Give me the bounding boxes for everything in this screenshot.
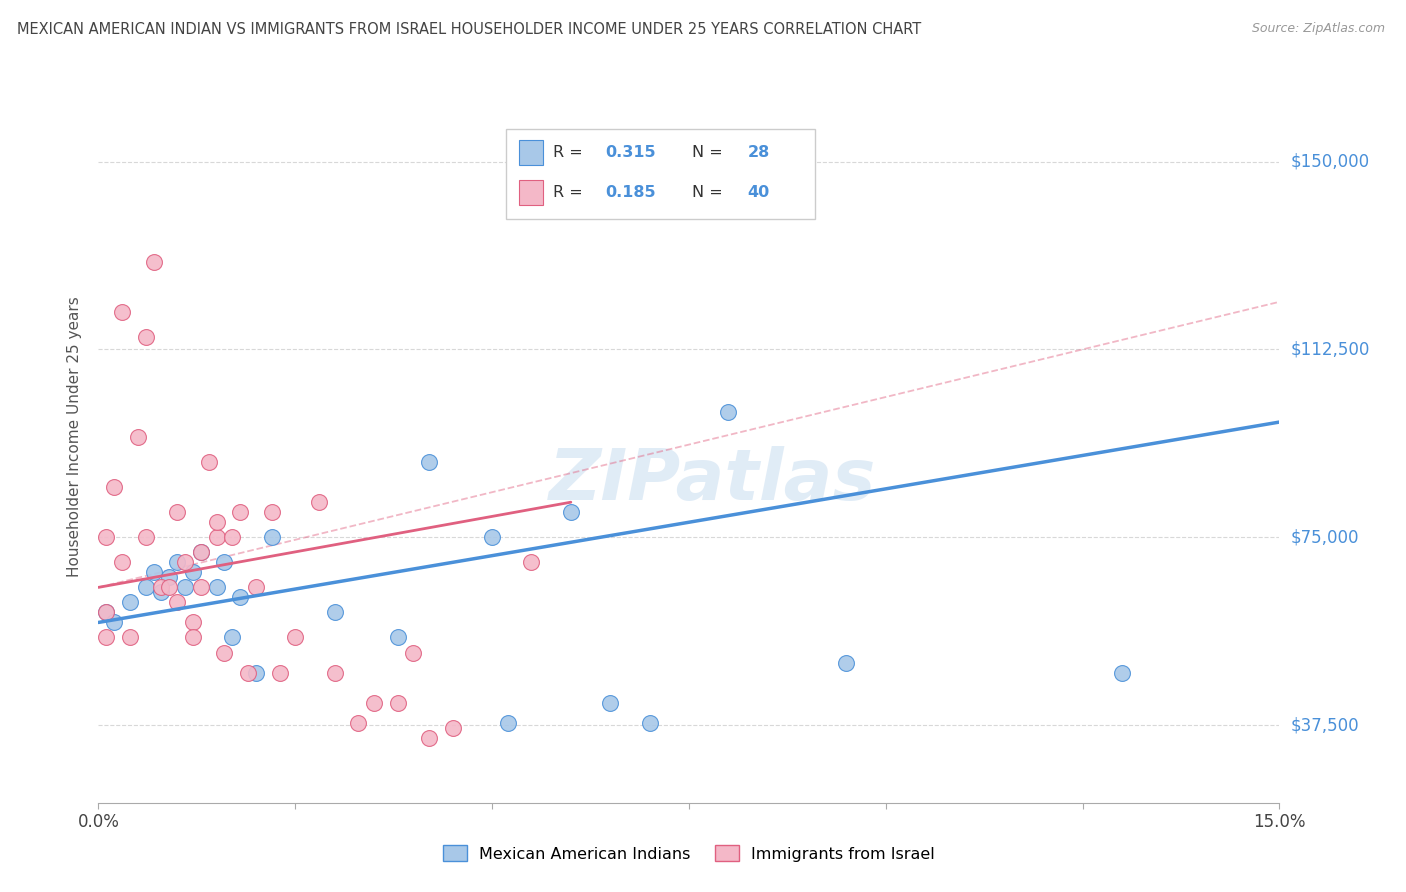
Point: [441, 721, 464, 735]
Point: [135, 330, 157, 344]
Legend: Mexican American Indians, Immigrants from Israel: Mexican American Indians, Immigrants fro…: [436, 838, 942, 868]
Text: $112,500: $112,500: [1291, 341, 1369, 359]
Text: $75,000: $75,000: [1291, 528, 1360, 546]
Point: [269, 665, 291, 680]
Point: [229, 591, 252, 605]
FancyBboxPatch shape: [506, 129, 815, 219]
Point: [205, 580, 228, 594]
Point: [103, 480, 125, 494]
Point: [135, 530, 157, 544]
Point: [181, 566, 204, 580]
Point: [418, 455, 440, 469]
Point: [520, 555, 543, 569]
Point: [599, 696, 621, 710]
Point: [284, 631, 307, 645]
Point: [157, 580, 180, 594]
Text: ZIPatlas: ZIPatlas: [548, 447, 876, 516]
Point: [221, 530, 243, 544]
Point: [363, 696, 385, 710]
Text: $37,500: $37,500: [1291, 716, 1360, 734]
Point: [127, 430, 149, 444]
Point: [142, 254, 165, 268]
Point: [323, 665, 346, 680]
Text: 28: 28: [748, 145, 769, 160]
Point: [214, 555, 236, 569]
Point: [197, 455, 219, 469]
Point: [221, 631, 243, 645]
Text: 40: 40: [748, 186, 769, 200]
Point: [214, 646, 236, 660]
Text: R =: R =: [553, 186, 588, 200]
Point: [166, 595, 188, 609]
Point: [402, 646, 425, 660]
Point: [190, 545, 212, 559]
Point: [118, 631, 141, 645]
Point: [481, 530, 503, 544]
Text: R =: R =: [553, 145, 588, 160]
Point: [142, 566, 165, 580]
Point: [205, 515, 228, 529]
Point: [150, 580, 173, 594]
Y-axis label: Householder Income Under 25 years: Householder Income Under 25 years: [67, 297, 83, 577]
Point: [835, 656, 858, 670]
Point: [260, 505, 283, 519]
Point: [387, 696, 409, 710]
Point: [174, 580, 197, 594]
Text: N =: N =: [692, 145, 728, 160]
Point: [496, 715, 519, 730]
Point: [96, 606, 118, 620]
Point: [181, 631, 204, 645]
Text: 0.315: 0.315: [605, 145, 655, 160]
Point: [174, 555, 197, 569]
Point: [560, 505, 582, 519]
Point: [166, 555, 188, 569]
Point: [1111, 665, 1133, 680]
Point: [638, 715, 661, 730]
Point: [150, 585, 173, 599]
Point: [135, 580, 157, 594]
Point: [347, 715, 370, 730]
Point: [111, 555, 134, 569]
Point: [229, 505, 252, 519]
Point: [190, 580, 212, 594]
Bar: [519, 140, 543, 165]
Bar: [519, 180, 543, 205]
Point: [181, 615, 204, 630]
Point: [166, 505, 188, 519]
Point: [387, 631, 409, 645]
Point: [157, 570, 180, 584]
Point: [118, 595, 141, 609]
Point: [245, 665, 267, 680]
Point: [111, 305, 134, 319]
Text: MEXICAN AMERICAN INDIAN VS IMMIGRANTS FROM ISRAEL HOUSEHOLDER INCOME UNDER 25 YE: MEXICAN AMERICAN INDIAN VS IMMIGRANTS FR…: [17, 22, 921, 37]
Point: [717, 405, 740, 419]
Point: [96, 631, 118, 645]
Point: [245, 580, 267, 594]
Point: [96, 530, 118, 544]
Point: [236, 665, 259, 680]
Point: [190, 545, 212, 559]
Text: N =: N =: [692, 186, 728, 200]
Text: 0.185: 0.185: [605, 186, 655, 200]
Point: [323, 606, 346, 620]
Text: $150,000: $150,000: [1291, 153, 1369, 170]
Text: Source: ZipAtlas.com: Source: ZipAtlas.com: [1251, 22, 1385, 36]
Point: [418, 731, 440, 745]
Point: [205, 530, 228, 544]
Point: [96, 606, 118, 620]
Point: [308, 495, 330, 509]
Point: [103, 615, 125, 630]
Point: [260, 530, 283, 544]
